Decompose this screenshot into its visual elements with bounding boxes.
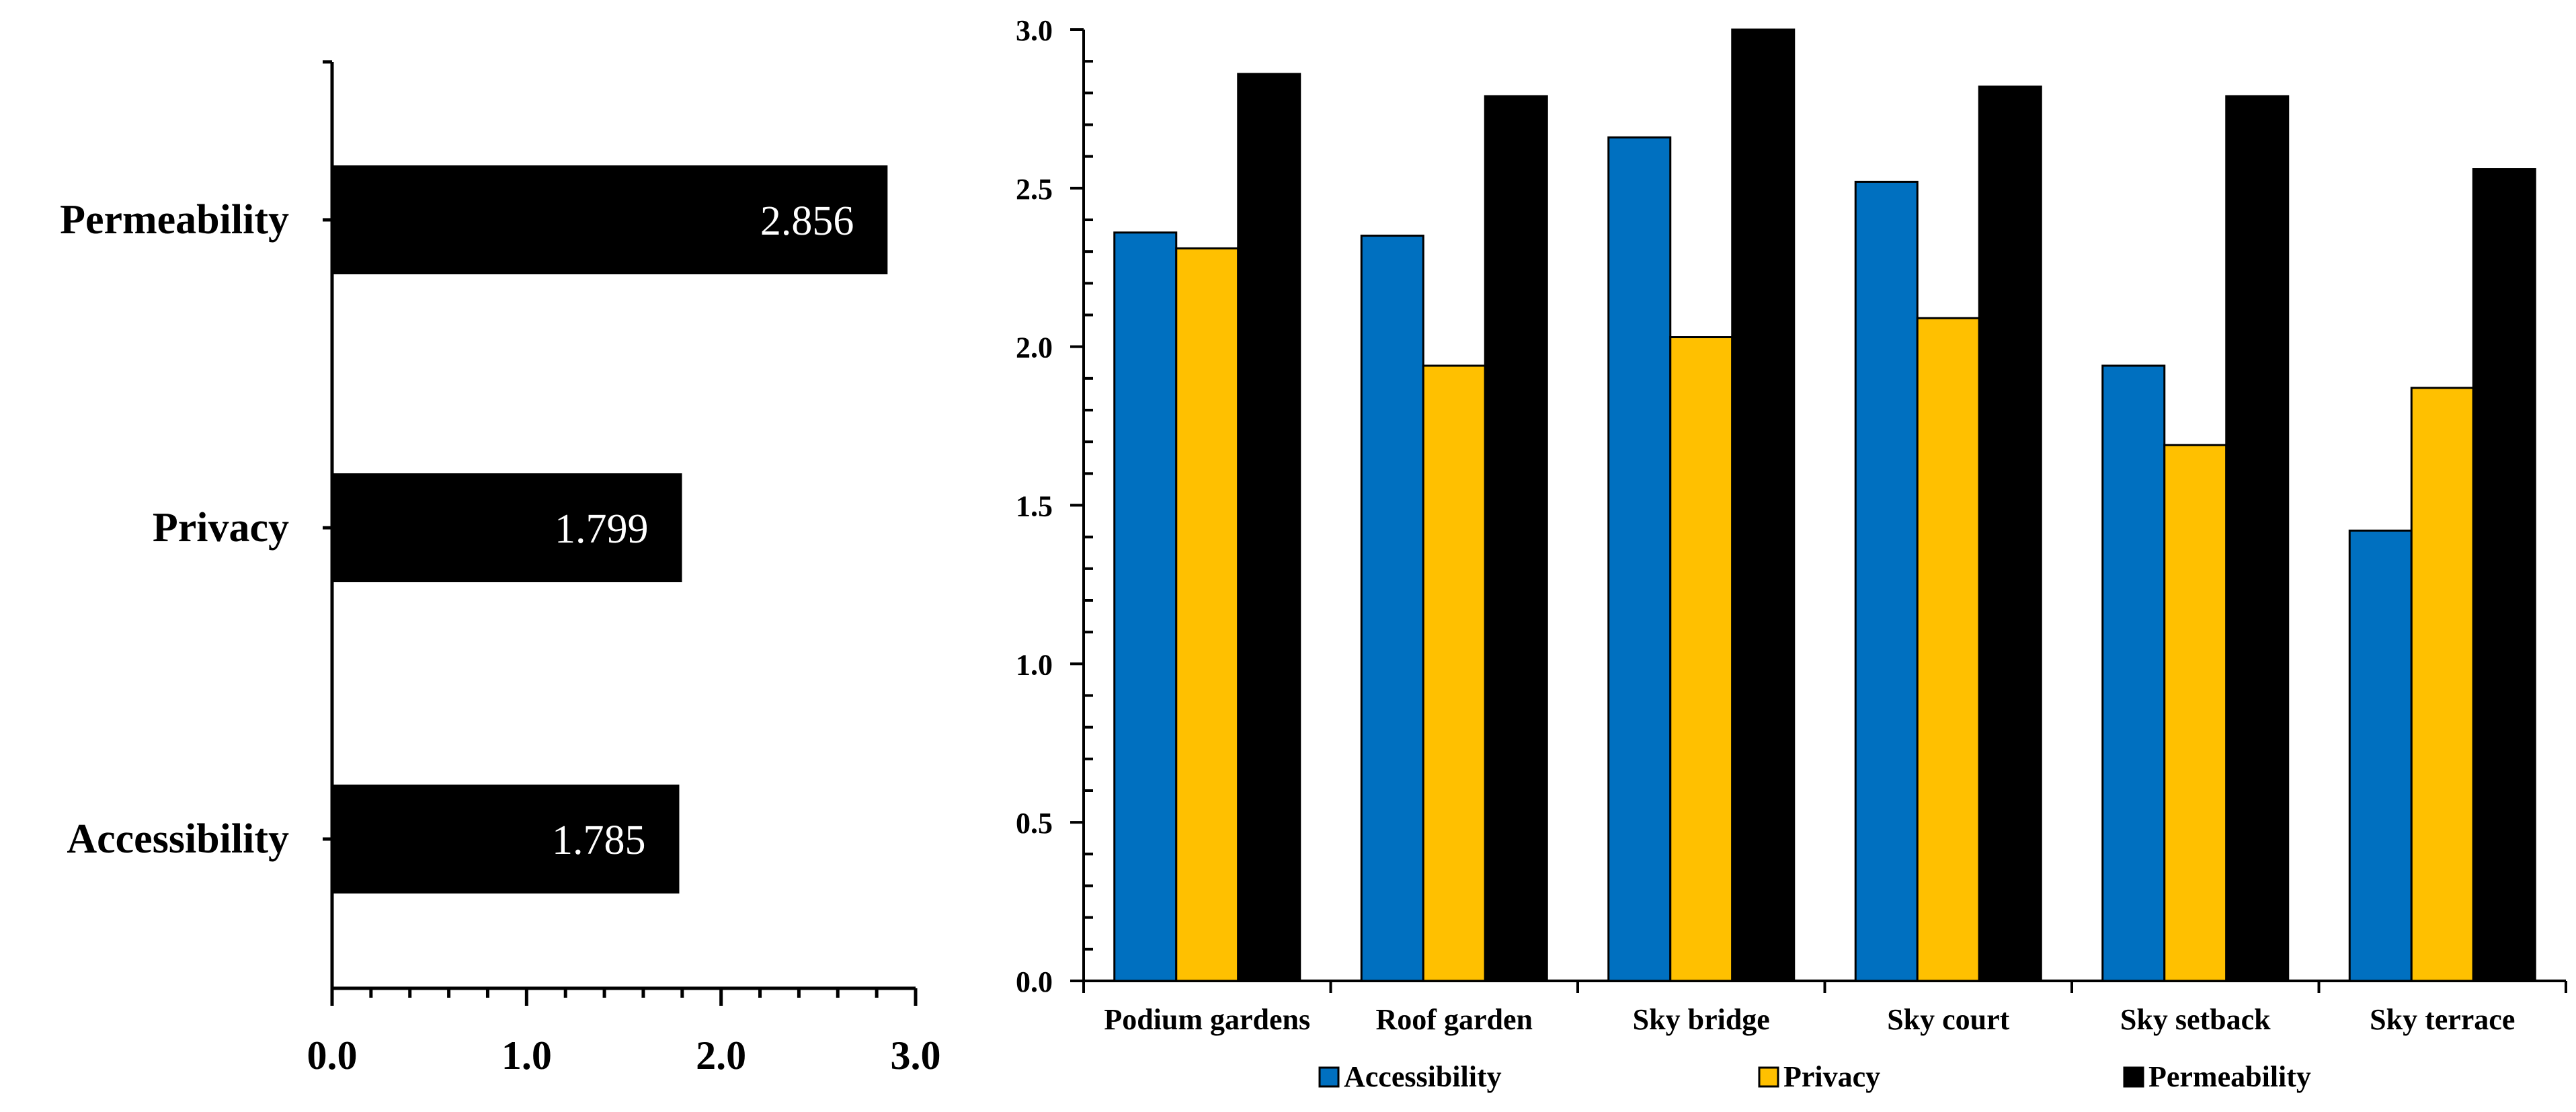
bar-privacy-sky-terrace <box>2410 387 2474 982</box>
x-category-label-roof-garden: Roof garden <box>1376 1003 1533 1036</box>
bar-permeability-sky-terrace <box>2472 168 2536 982</box>
bar-privacy-sky-setback <box>2163 444 2228 982</box>
y-tick-label: 2.0 <box>1016 331 1053 364</box>
y-tick-label: 2.5 <box>1016 173 1053 206</box>
bar-permeability-sky-bridge <box>1731 28 1796 982</box>
bar-accessibility-sky-terrace <box>2348 529 2413 982</box>
x-category-label-sky-setback: Sky setback <box>2120 1003 2271 1036</box>
right-grouped-bar-chart: 0.0 0.5 1.0 1.5 2.0 2.5 3.0 Podium gardens Roof … <box>1016 14 2567 1093</box>
left-horizontal-bar-chart: 0.0 1.0 2.0 3.0 2.856 Permeability 1.799 Privac… <box>60 60 941 1078</box>
x-category-label-sky-court: Sky court <box>1887 1003 2009 1036</box>
bar-accessibility-roof-garden <box>1360 235 1424 982</box>
bar-accessibility-podium-gardens <box>1113 231 1178 982</box>
bar-privacy-sky-court <box>1916 317 1980 982</box>
bar-permeability-sky-setback <box>2225 95 2290 982</box>
bar-accessibility-sky-court <box>1854 180 1919 982</box>
bar-privacy-roof-garden <box>1422 364 1486 982</box>
bar-permeability-roof-garden <box>1484 95 1548 982</box>
bar-accessibility <box>332 785 680 893</box>
y-tick-label: 1.5 <box>1016 490 1053 523</box>
y-tick-label: 0.0 <box>1016 965 1053 998</box>
x-tick-label: 3.0 <box>891 1033 941 1078</box>
y-tick-label: 1.0 <box>1016 648 1053 681</box>
x-category-label-podium-gardens: Podium gardens <box>1104 1003 1310 1036</box>
bar-privacy-sky-bridge <box>1669 336 1734 982</box>
x-category-label-sky-terrace: Sky terrace <box>2370 1003 2515 1036</box>
legend-swatch-permeability <box>2123 1066 2144 1088</box>
y-tick-label: 3.0 <box>1016 14 1053 47</box>
bar-accessibility-sky-bridge <box>1607 136 1672 982</box>
legend-swatch-privacy <box>1758 1066 1779 1088</box>
bar-value-label-accessibility: 1.785 <box>552 818 646 863</box>
bar-privacy <box>332 473 682 582</box>
legend-label-permeability: Permeability <box>2148 1060 2311 1093</box>
bar-accessibility-sky-setback <box>2101 364 2166 982</box>
bar-value-label-permeability: 2.856 <box>760 198 854 244</box>
bar-permeability-sky-court <box>1978 85 2042 982</box>
legend-swatch-accessibility <box>1318 1066 1340 1088</box>
y-tick-label: 0.5 <box>1016 807 1053 840</box>
x-category-label-sky-bridge: Sky bridge <box>1633 1003 1770 1036</box>
x-tick-label: 0.0 <box>307 1033 358 1078</box>
category-label-accessibility: Accessibility <box>67 816 289 862</box>
bar-permeability-podium-gardens <box>1237 73 1301 982</box>
bar-permeability <box>332 165 888 274</box>
bar-value-label-privacy: 1.799 <box>555 506 649 552</box>
category-label-permeability: Permeability <box>60 197 289 243</box>
x-tick-label: 2.0 <box>696 1033 746 1078</box>
legend-label-accessibility: Accessibility <box>1344 1060 1502 1093</box>
category-label-privacy: Privacy <box>153 505 289 551</box>
bar-privacy-podium-gardens <box>1175 247 1240 982</box>
legend-label-privacy: Privacy <box>1783 1060 1880 1093</box>
x-tick-label: 1.0 <box>501 1033 552 1078</box>
